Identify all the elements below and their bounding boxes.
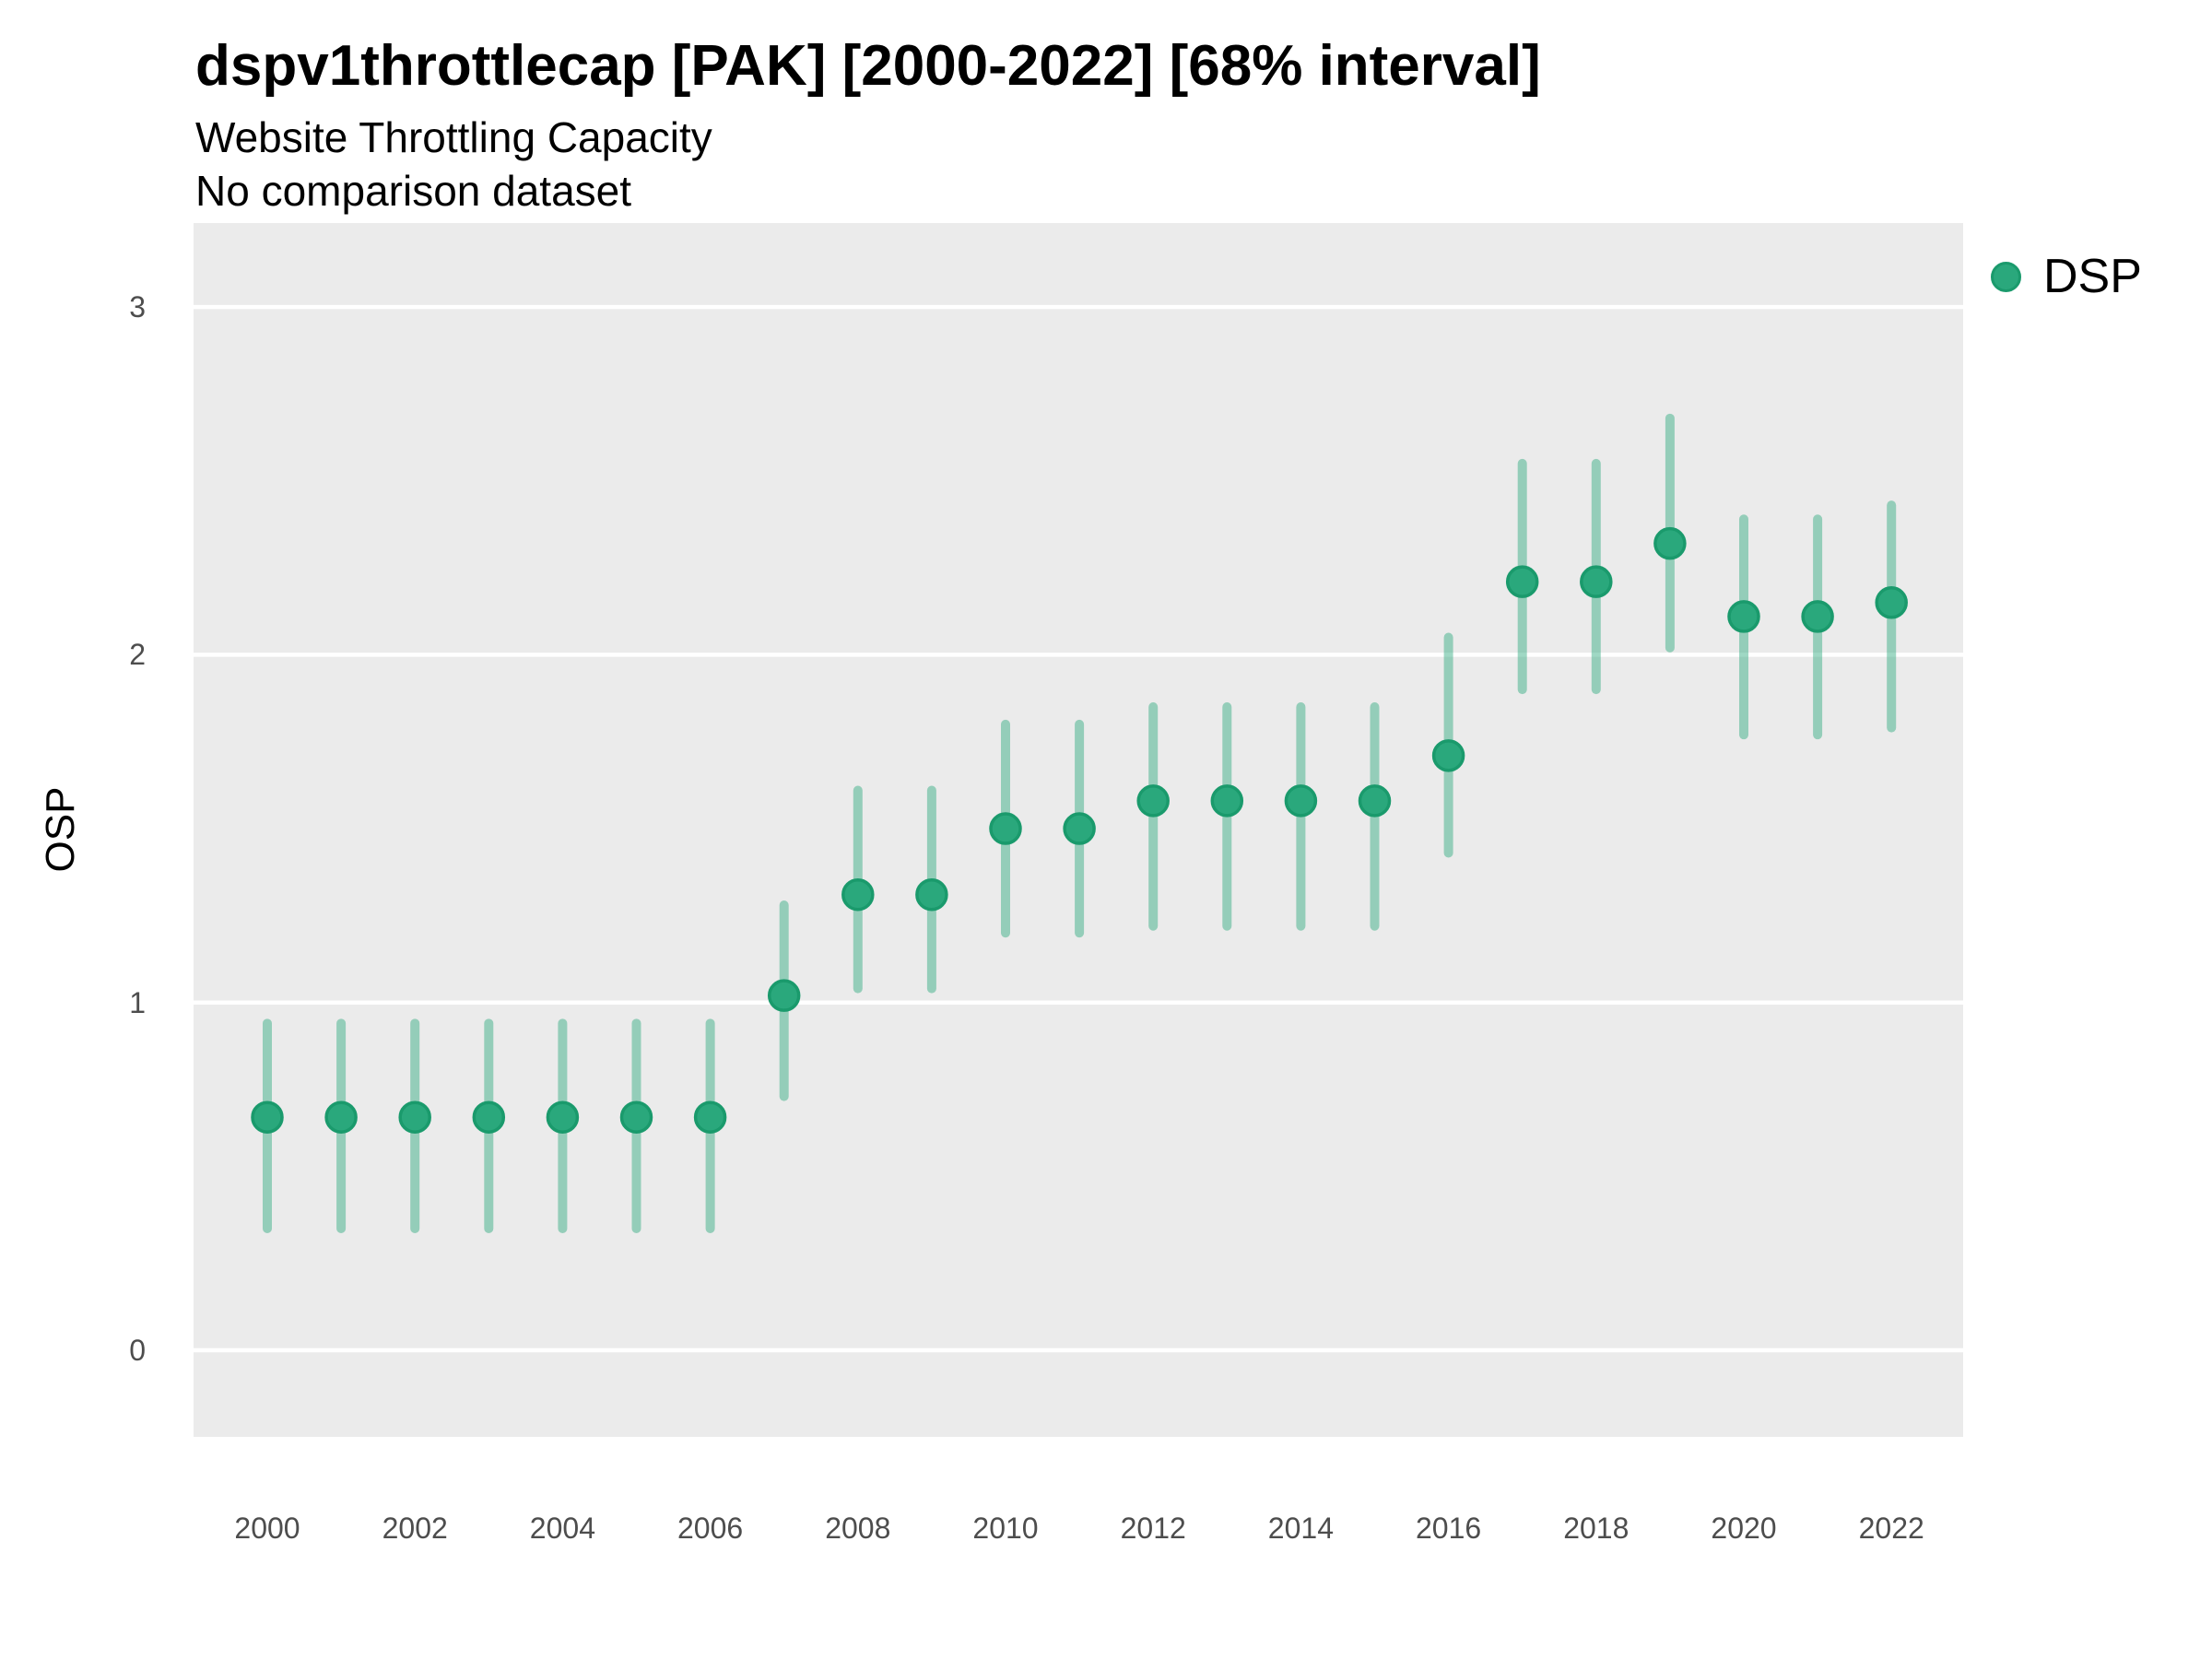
- x-tick-label-2012: 2012: [1120, 1512, 1186, 1545]
- data-point-2005: [619, 1100, 653, 1134]
- x-tick-label-2002: 2002: [382, 1512, 448, 1545]
- data-point-2010: [989, 812, 1022, 845]
- x-tick-label-2008: 2008: [825, 1512, 891, 1545]
- x-tick-label-2004: 2004: [529, 1512, 595, 1545]
- legend-point-swatch: [1991, 261, 2021, 292]
- x-tick-label-2010: 2010: [972, 1512, 1039, 1545]
- legend-series-label: DSP: [2043, 250, 2142, 303]
- chart-subtitle: Website Throttling Capacity: [195, 113, 712, 161]
- data-point-2004: [546, 1100, 580, 1134]
- plot-panel: [194, 223, 1963, 1437]
- chart-title: dspv1throttlecap [PAK] [2000-2022] [68% …: [195, 34, 1541, 98]
- data-point-2011: [1063, 812, 1096, 845]
- data-point-2017: [1505, 565, 1539, 598]
- data-point-2016: [1431, 739, 1465, 772]
- data-point-2015: [1358, 784, 1392, 818]
- data-point-2001: [324, 1100, 358, 1134]
- x-tick-label-2000: 2000: [234, 1512, 300, 1545]
- data-point-2008: [841, 877, 875, 912]
- data-point-2012: [1136, 784, 1170, 818]
- data-point-2020: [1727, 600, 1760, 633]
- data-point-2009: [915, 877, 948, 912]
- y-tick-label-2: 2: [129, 638, 146, 672]
- x-tick-label-2022: 2022: [1858, 1512, 1924, 1545]
- x-tick-label-2018: 2018: [1563, 1512, 1630, 1545]
- pointrange-plot: [194, 304, 1963, 1353]
- chart-note: No comparison dataset: [195, 167, 632, 215]
- data-point-2003: [472, 1100, 506, 1134]
- data-point-2006: [693, 1100, 727, 1134]
- legend: DSP: [1991, 249, 2142, 304]
- data-point-2007: [767, 979, 801, 1012]
- data-point-2013: [1210, 784, 1244, 818]
- data-point-2014: [1284, 784, 1318, 818]
- y-tick-label-1: 1: [129, 985, 146, 1019]
- y-axis-title: OSP: [38, 786, 83, 873]
- x-tick-label-2006: 2006: [677, 1512, 744, 1545]
- data-point-2000: [251, 1100, 284, 1134]
- y-tick-label-0: 0: [129, 1334, 146, 1367]
- data-point-2019: [1653, 526, 1687, 560]
- data-point-2002: [398, 1100, 431, 1134]
- data-point-2022: [1875, 586, 1908, 619]
- data-point-2021: [1801, 600, 1834, 633]
- y-tick-label-3: 3: [129, 290, 146, 324]
- x-tick-label-2020: 2020: [1711, 1512, 1777, 1545]
- x-tick-label-2016: 2016: [1416, 1512, 1482, 1545]
- x-tick-label-2014: 2014: [1267, 1512, 1334, 1545]
- data-point-2018: [1580, 565, 1613, 598]
